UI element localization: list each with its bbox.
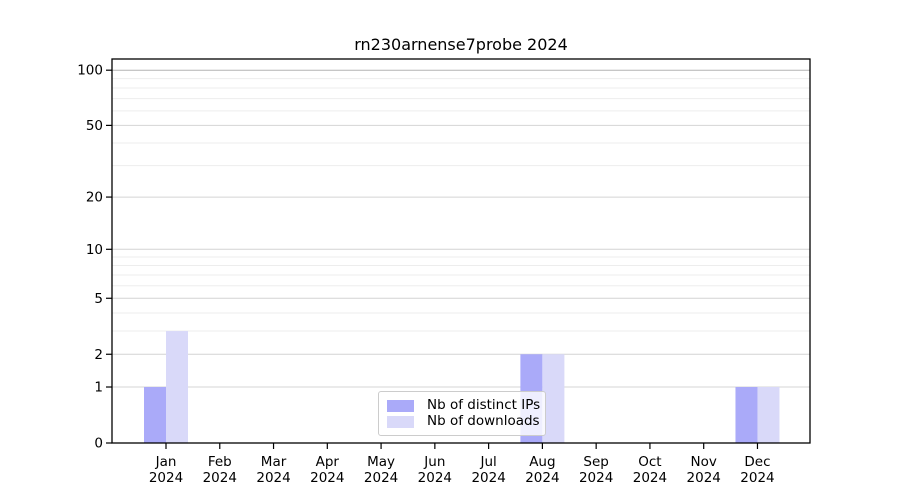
bar-distinct-ips bbox=[144, 387, 166, 443]
x-tick-label-month: Aug bbox=[529, 454, 555, 470]
y-tick-label: 0 bbox=[94, 436, 103, 452]
x-tick-label-year: 2024 bbox=[418, 470, 452, 486]
x-tick-label-month: May bbox=[367, 454, 395, 470]
legend-item-downloads: Nb of downloads bbox=[387, 413, 540, 429]
legend-label-distinct-ips: Nb of distinct IPs bbox=[427, 397, 541, 413]
x-tick-label-year: 2024 bbox=[310, 470, 344, 486]
x-tick-label-month: Jul bbox=[479, 454, 496, 470]
x-tick-label-year: 2024 bbox=[149, 470, 183, 486]
y-tick-label: 1 bbox=[94, 380, 103, 396]
bar-downloads bbox=[166, 331, 188, 443]
legend-item-distinct-ips: Nb of distinct IPs bbox=[387, 397, 541, 413]
legend-swatch-distinct-ips bbox=[387, 399, 414, 412]
x-tick-label-year: 2024 bbox=[203, 470, 237, 486]
x-tick-label-month: Jan bbox=[155, 454, 177, 470]
x-tick-label-year: 2024 bbox=[364, 470, 398, 486]
y-tick-label: 100 bbox=[77, 63, 103, 79]
x-tick-label-year: 2024 bbox=[633, 470, 667, 486]
axis-frame bbox=[111, 58, 811, 444]
y-tick-label: 20 bbox=[86, 190, 103, 206]
bar-downloads bbox=[757, 387, 780, 443]
x-tick-label-year: 2024 bbox=[579, 470, 613, 486]
legend-label-downloads: Nb of downloads bbox=[427, 413, 540, 429]
y-tick-label: 5 bbox=[94, 291, 103, 307]
legend: Nb of distinct IPs Nb of downloads bbox=[378, 391, 546, 436]
x-tick-label-month: Apr bbox=[316, 454, 340, 470]
legend-swatch-downloads bbox=[387, 415, 414, 428]
bar-downloads bbox=[542, 354, 565, 443]
x-tick-label-month: Sep bbox=[583, 454, 608, 470]
x-tick-label-month: Nov bbox=[691, 454, 717, 470]
x-tick-label-year: 2024 bbox=[740, 470, 774, 486]
x-tick-label-month: Mar bbox=[261, 454, 287, 470]
x-tick-label-month: Jun bbox=[423, 454, 445, 470]
y-tick-label: 2 bbox=[94, 347, 103, 363]
bar-distinct-ips bbox=[735, 387, 758, 443]
x-tick-label-month: Dec bbox=[744, 454, 770, 470]
x-tick-label-year: 2024 bbox=[525, 470, 559, 486]
x-tick-label-month: Oct bbox=[638, 454, 661, 470]
x-tick-label-year: 2024 bbox=[687, 470, 721, 486]
chart-title: rn230arnense7probe 2024 bbox=[354, 35, 568, 54]
x-tick-label-month: Feb bbox=[208, 454, 232, 470]
x-tick-label-year: 2024 bbox=[256, 470, 290, 486]
y-tick-label: 50 bbox=[86, 118, 103, 134]
y-tick-label: 10 bbox=[86, 242, 103, 258]
x-tick-label-year: 2024 bbox=[471, 470, 505, 486]
